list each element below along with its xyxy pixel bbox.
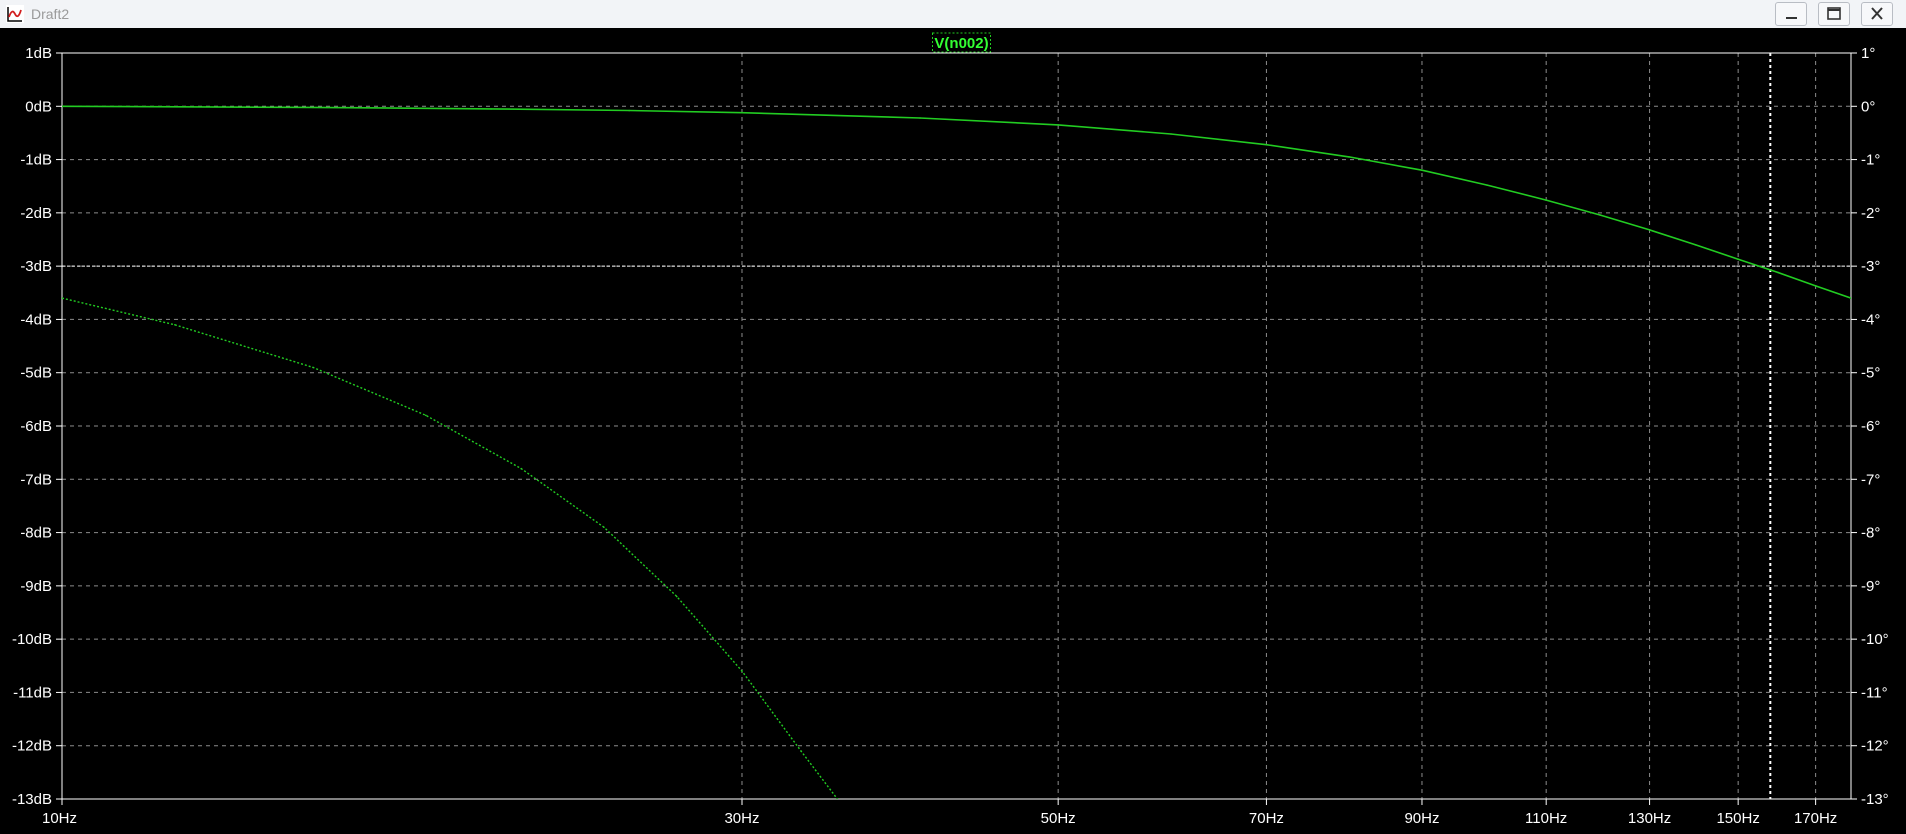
magnitude-point xyxy=(312,106,314,109)
y-tick-label-left: 1dB xyxy=(25,45,52,62)
magnitude-point xyxy=(1265,143,1268,146)
y-tick-label-left: -7dB xyxy=(20,471,52,488)
y-tick-label-right: -11° xyxy=(1861,684,1888,701)
x-tick-label: 90Hz xyxy=(1404,810,1439,827)
magnitude-trace xyxy=(62,105,1851,299)
magnitude-point xyxy=(1421,169,1423,172)
magnitude-point xyxy=(1348,156,1350,158)
x-tick-label: 70Hz xyxy=(1249,810,1284,827)
y-tick-label-right: -9° xyxy=(1861,578,1880,595)
close-icon xyxy=(1871,7,1883,20)
y-tick-label-right: -1° xyxy=(1861,152,1880,169)
magnitude-point xyxy=(1057,124,1059,126)
maximize-icon xyxy=(1827,7,1841,20)
x-tick-label: 170Hz xyxy=(1794,810,1837,827)
title-bar: Draft2 xyxy=(0,0,1906,29)
magnitude-point xyxy=(1486,184,1488,186)
x-tick-label: 110Hz xyxy=(1525,810,1567,827)
y-tick-label-right: -5° xyxy=(1861,365,1880,382)
x-tick-label: 30Hz xyxy=(724,810,759,827)
phase-trace xyxy=(62,297,838,799)
magnitude-point xyxy=(1648,229,1651,231)
magnitude-point xyxy=(62,105,63,108)
y-tick-label-left: -13dB xyxy=(12,791,52,808)
y-tick-label-right: -3° xyxy=(1861,258,1880,275)
phase-point xyxy=(425,414,427,417)
magnitude-point xyxy=(1850,297,1851,299)
close-button[interactable] xyxy=(1861,2,1893,26)
minimize-button[interactable] xyxy=(1775,2,1807,26)
magnitude-point xyxy=(919,117,921,119)
phase-point xyxy=(62,297,63,299)
phase-point xyxy=(312,366,314,369)
y-tick-label-left: -8dB xyxy=(20,525,52,542)
bode-plot[interactable]: 1dB 1° 0dB 0° -1dB -1° -2dB -2° -3dB -3° -4dB -4° -5… xyxy=(0,28,1906,834)
y-tick-label-right: -8° xyxy=(1861,525,1880,542)
magnitude-point xyxy=(1545,199,1547,201)
magnitude-point xyxy=(1170,133,1172,135)
y-tick-label-left: -11dB xyxy=(13,684,52,701)
maximize-button[interactable] xyxy=(1818,2,1850,26)
y-tick-label-left: -9dB xyxy=(20,578,52,595)
plot-pane[interactable]: 1dB 1° 0dB 0° -1dB -1° -2dB -2° -3dB -3° -4dB -4° -5… xyxy=(0,28,1906,834)
magnitude-point xyxy=(1599,214,1601,216)
y-tick-label-left: 0dB xyxy=(25,98,52,115)
y-tick-label-left: -10dB xyxy=(12,631,52,648)
trace-label-text: V(n002) xyxy=(934,35,988,52)
window-title: Draft2 xyxy=(31,6,70,22)
minimize-icon xyxy=(1786,17,1797,19)
y-tick-label-right: 0° xyxy=(1861,98,1875,115)
x-tick-label: 50Hz xyxy=(1041,810,1076,827)
phase-point xyxy=(174,323,176,326)
trace-label: V(n002) xyxy=(932,32,991,53)
phase-point xyxy=(675,595,678,598)
phase-point xyxy=(520,467,523,470)
y-tick-label-left: -2dB xyxy=(20,205,52,222)
y-tick-label-left: -1dB xyxy=(20,152,52,169)
y-tick-label-left: -3dB xyxy=(20,258,52,275)
magnitude-point xyxy=(628,109,630,112)
phase-point xyxy=(741,670,743,672)
phase-point xyxy=(603,526,605,529)
y-tick-label-right: -4° xyxy=(1861,311,1880,328)
y-tick-label-left: -12dB xyxy=(12,738,52,755)
y-tick-label-right: -13° xyxy=(1861,791,1889,808)
plot-border xyxy=(61,52,1852,800)
phase-point xyxy=(800,750,802,752)
x-tick-label: 150Hz xyxy=(1716,810,1759,827)
y-tick-label-left: -4dB xyxy=(20,311,52,328)
magnitude-point xyxy=(1814,285,1817,287)
magnitude-point xyxy=(1737,258,1739,261)
x-tick-label: 130Hz xyxy=(1628,810,1671,827)
y-tick-label-right: -10° xyxy=(1861,631,1889,648)
y-tick-label-right: -6° xyxy=(1861,418,1880,435)
y-tick-label-left: -6dB xyxy=(20,418,52,435)
magnitude-point xyxy=(490,108,492,110)
phase-point xyxy=(836,798,839,799)
y-tick-label-right: 1° xyxy=(1861,45,1875,62)
y-tick-label-right: -7° xyxy=(1861,471,1880,488)
waveform-plot-icon xyxy=(6,5,24,23)
y-tick-label-right: -2° xyxy=(1861,205,1880,222)
magnitude-point xyxy=(1777,271,1779,274)
x-tick-label: 10Hz xyxy=(42,810,77,827)
magnitude-point xyxy=(1694,244,1697,246)
trace-label-box xyxy=(932,32,991,53)
y-tick-label-right: -12° xyxy=(1861,738,1889,755)
y-tick-label-left: -5dB xyxy=(20,365,52,382)
magnitude-point xyxy=(741,111,743,114)
